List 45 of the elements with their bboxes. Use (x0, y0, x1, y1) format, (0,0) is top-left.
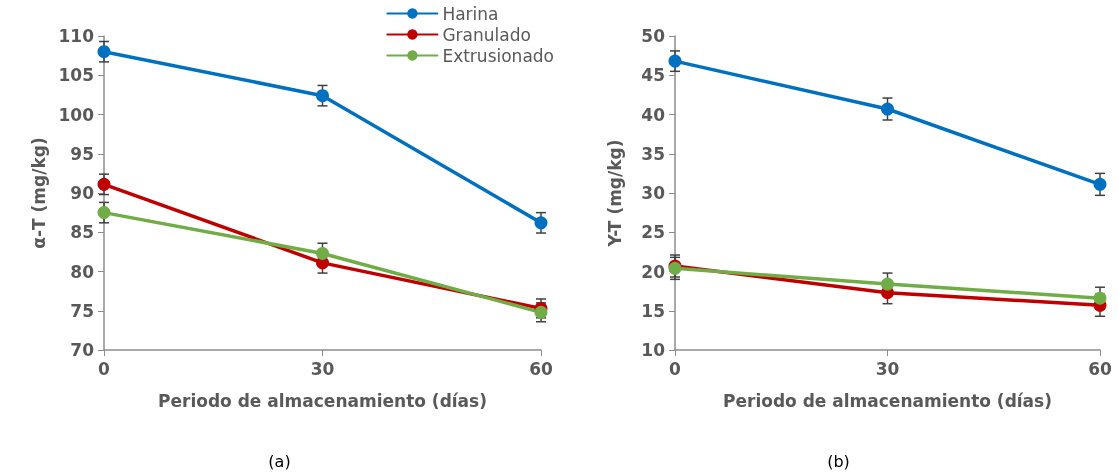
y-tick-label: 40 (641, 104, 666, 125)
text: (a) (268, 451, 291, 471)
y-tick-label: 70 (70, 340, 95, 360)
y-tick-label: 75 (70, 300, 94, 321)
x-tick-label: 60 (529, 358, 553, 379)
y-tick-label: 80 (70, 261, 95, 282)
legend-label: Harina (442, 3, 499, 24)
y-axis-title: Y-T (mg/kg) (604, 139, 625, 248)
y-tick-label: 90 (70, 183, 95, 203)
point (534, 305, 548, 319)
y-tick-label: 45 (641, 65, 665, 86)
x-tick-label: 30 (875, 358, 900, 379)
y-tick-label: 10 (641, 340, 666, 360)
x-tick-label: 0 (98, 358, 111, 379)
point (668, 54, 682, 68)
y-tick-label: 35 (641, 143, 665, 164)
y-tick-label: 95 (70, 143, 94, 164)
point (534, 216, 548, 230)
x-axis-title: Periodo de almacenamiento (días) (723, 390, 1052, 411)
x-tick-label: 60 (1088, 358, 1112, 379)
legend-label: Granulado (442, 24, 531, 45)
x-axis-title: Periodo de almacenamiento (días) (158, 390, 487, 411)
point (97, 177, 111, 191)
point (316, 89, 329, 103)
point (97, 206, 111, 220)
y-tick-label: 105 (58, 65, 94, 86)
y-tick-label: 15 (641, 300, 665, 321)
x-tick-label: 0 (669, 358, 682, 379)
point (1093, 177, 1107, 191)
point (881, 277, 894, 291)
y-tick-label: 50 (641, 26, 666, 46)
y-axis-title: α-T (mg/kg) (29, 137, 50, 249)
y-tick-label: 30 (641, 183, 666, 203)
point (881, 102, 894, 116)
y-tick-label: 110 (58, 26, 95, 46)
text: (b) (827, 451, 850, 471)
y-tick-label: 85 (70, 222, 94, 243)
y-tick-label: 100 (58, 104, 95, 125)
y-tick-label: 25 (641, 222, 665, 243)
y-tick-label: 20 (641, 261, 666, 282)
point (97, 45, 111, 59)
legend-label: Extrusionado (442, 45, 555, 66)
point (316, 246, 329, 260)
x-tick-label: 30 (310, 358, 335, 379)
point (1093, 291, 1107, 305)
